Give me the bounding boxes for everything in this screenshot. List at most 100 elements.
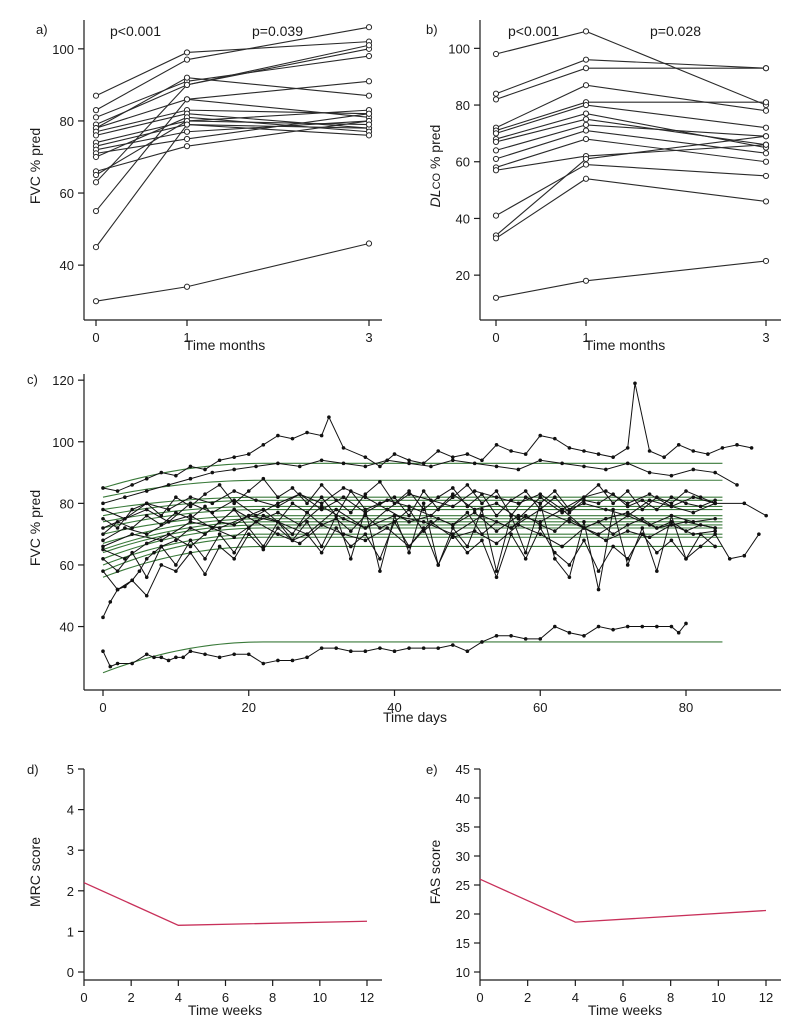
data-point	[203, 572, 207, 576]
data-point	[596, 520, 601, 524]
data-point	[640, 526, 645, 530]
data-point	[319, 458, 324, 463]
data-point	[246, 532, 251, 536]
data-point	[144, 575, 149, 580]
data-point	[365, 52, 373, 60]
data-point	[691, 495, 696, 500]
data-point	[582, 498, 586, 503]
data-point	[762, 150, 770, 157]
data-point	[101, 569, 105, 573]
data-point	[166, 507, 171, 512]
data-point	[305, 510, 309, 515]
data-point	[713, 470, 717, 475]
data-point	[363, 649, 368, 653]
data-point	[319, 501, 324, 506]
x-tick-label: 40	[387, 700, 401, 715]
data-point	[217, 458, 222, 463]
data-point	[261, 661, 266, 666]
data-point	[523, 550, 528, 555]
data-point	[553, 495, 557, 500]
data-point	[684, 520, 688, 524]
data-point	[297, 464, 302, 469]
panel-label: a)	[36, 22, 48, 37]
data-point	[451, 532, 455, 536]
panel-e: e) 10 15 20 25 30 35 40 45 0 2 4 6 8 10 12 Time weeks FAS…	[426, 762, 781, 1018]
data-point	[276, 520, 280, 524]
data-point	[92, 207, 100, 215]
y-tick-label: 45	[456, 762, 470, 777]
data-point	[144, 489, 149, 493]
data-point	[183, 74, 191, 81]
data-point	[582, 127, 590, 134]
data-point	[378, 646, 382, 650]
data-point	[582, 155, 590, 163]
data-point	[465, 550, 470, 555]
data-point	[538, 526, 543, 530]
subject-line	[495, 101, 766, 132]
panel-b: b) 20 40 60 80 100 0 1 3 Time months DLCO % pred p<…	[426, 20, 781, 353]
data-point	[523, 637, 528, 641]
data-point	[159, 544, 164, 549]
data-point	[465, 504, 470, 509]
data-point	[472, 507, 477, 512]
data-point	[92, 107, 100, 114]
data-point	[480, 513, 484, 518]
data-point	[378, 557, 382, 561]
data-point	[188, 526, 193, 530]
data-point	[203, 532, 207, 536]
data-point	[451, 492, 455, 496]
data-point	[492, 155, 500, 163]
data-point	[647, 470, 652, 475]
data-point	[713, 529, 717, 533]
data-point	[365, 24, 373, 31]
x-tick-label: 80	[679, 700, 693, 715]
y-tick-label: 4	[67, 803, 74, 818]
x-axis: 0 1 3	[92, 320, 373, 345]
y-tick-label: 60	[60, 186, 74, 201]
data-point	[276, 532, 280, 536]
data-point	[640, 498, 645, 503]
data-point	[101, 538, 105, 543]
data-point	[684, 557, 688, 561]
data-point	[92, 114, 100, 121]
data-point	[319, 646, 324, 650]
fit-line	[102, 499, 723, 517]
data-point	[92, 298, 100, 305]
data-point	[407, 646, 411, 650]
data-point	[203, 467, 207, 472]
data-point	[451, 495, 455, 500]
data-point	[429, 520, 433, 524]
data-point	[92, 92, 100, 99]
data-point	[451, 643, 455, 647]
data-point	[625, 523, 630, 527]
data-point	[115, 526, 120, 530]
data-point	[130, 550, 134, 555]
y-tick-label: 10	[456, 965, 470, 980]
data-point	[764, 513, 768, 518]
data-point	[492, 212, 500, 219]
data-point	[698, 544, 703, 549]
data-point	[115, 569, 120, 573]
panel-c: c) 40 60 80 100 120 0 20 40 60 80 Time days FVC % pr…	[27, 372, 781, 725]
data-point	[378, 569, 382, 573]
data-point	[365, 240, 373, 247]
data-point	[596, 587, 601, 592]
daily-line	[102, 508, 716, 547]
data-point	[516, 501, 521, 506]
data-point	[363, 538, 368, 543]
data-point	[188, 501, 193, 506]
data-point	[385, 526, 390, 530]
data-point	[159, 538, 164, 543]
data-point	[188, 513, 193, 518]
data-point	[691, 510, 696, 515]
data-point	[669, 513, 674, 518]
data-point	[509, 449, 513, 453]
data-point	[762, 133, 770, 140]
data-point	[567, 507, 572, 512]
plot-area	[83, 882, 368, 926]
data-point	[341, 516, 346, 521]
data-point	[582, 101, 590, 109]
data-point	[451, 486, 455, 490]
subject-line	[95, 55, 370, 118]
data-point	[611, 627, 615, 632]
